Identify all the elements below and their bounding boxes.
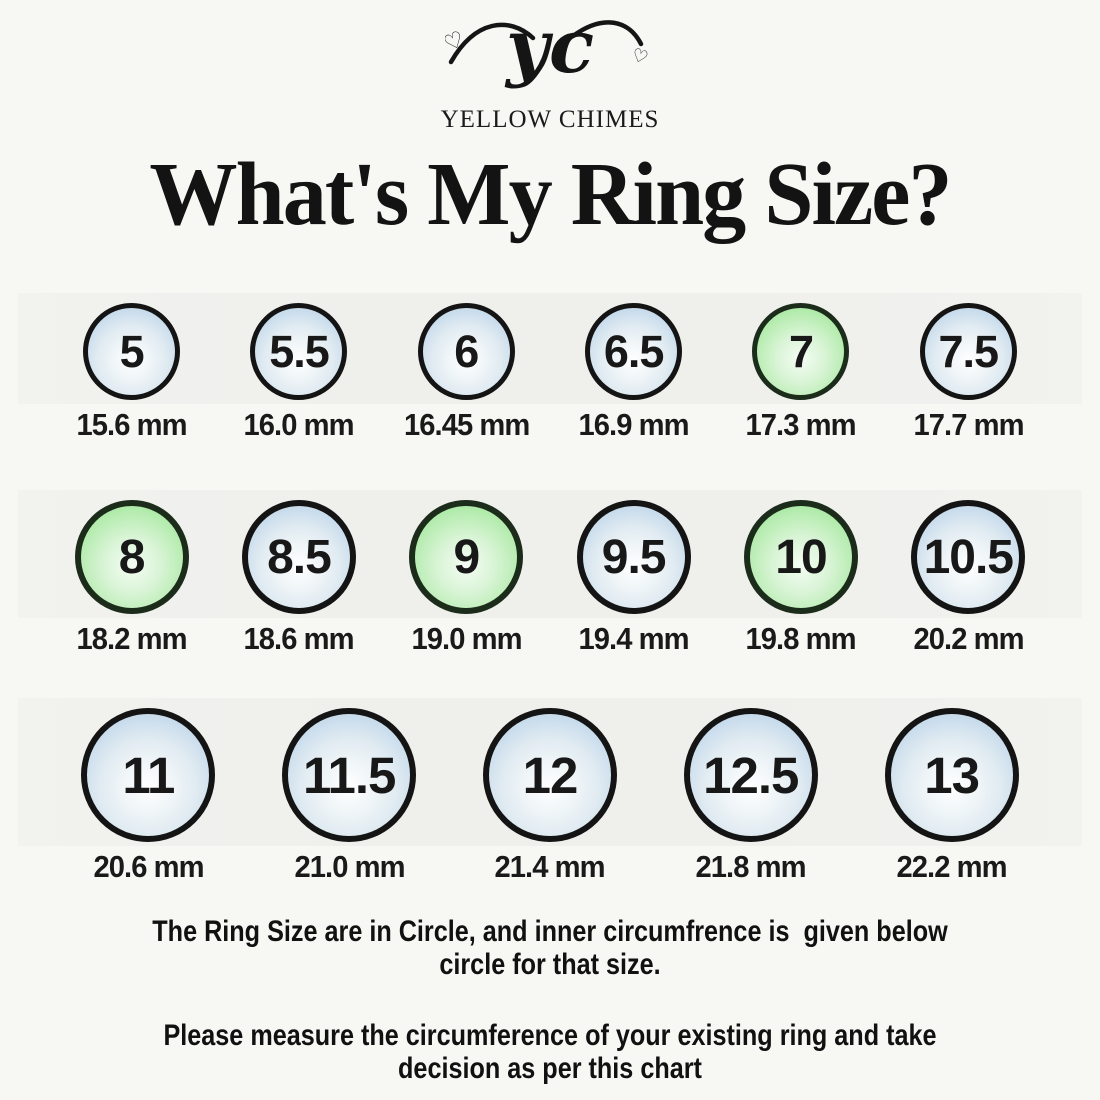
ring-size-number: 8.5 xyxy=(267,530,332,584)
ring-size-circle: 13 xyxy=(884,708,1019,842)
ring-size-cell: 9.5 19.4 mm xyxy=(550,500,717,654)
ring-size-cell: 10 19.8 mm xyxy=(717,500,884,654)
ring-size-cell: 9 19.0 mm xyxy=(383,500,550,654)
ring-diameter-label: 16.9 mm xyxy=(578,407,690,442)
ring-size-cell: 10.5 20.2 mm xyxy=(885,500,1052,654)
brand-logo: ♡ ♡ yc xyxy=(445,6,651,90)
note-line: circle for that size. xyxy=(439,948,661,981)
ring-size-number: 11.5 xyxy=(302,746,396,804)
ring-diameter-label: 19.4 mm xyxy=(578,621,690,656)
ring-size-number: 7.5 xyxy=(938,325,1000,377)
brand-header: ♡ ♡ yc YELLOW CHIMES xyxy=(0,6,1100,134)
ring-size-cell: 5.5 16.0 mm xyxy=(215,303,382,440)
ring-size-cell: 8.5 18.6 mm xyxy=(215,500,382,654)
footer-notes: The Ring Size are in Circle, and inner c… xyxy=(0,915,1100,1085)
ring-size-circle: 7.5 xyxy=(919,303,1017,400)
ring-size-circle: 12.5 xyxy=(683,708,818,842)
ring-size-cell: 5 15.6 mm xyxy=(48,303,215,440)
ring-size-number: 9.5 xyxy=(601,530,667,584)
ring-size-cell: 13 22.2 mm xyxy=(851,708,1052,882)
note-line: The Ring Size are in Circle, and inner c… xyxy=(152,915,948,948)
size-grid: 5 15.6 mm 5.5 16.0 mm 6 16.45 mm 6.5 16.9 mm 7 17… xyxy=(18,293,1082,882)
ring-size-number: 5.5 xyxy=(269,325,330,377)
ring-size-number: 12.5 xyxy=(703,746,799,804)
ring-diameter-label: 15.6 mm xyxy=(76,407,188,442)
heart-icon: ♡ xyxy=(445,27,468,58)
flourish-left xyxy=(448,22,536,65)
ring-size-circle: 6 xyxy=(417,303,515,400)
ring-size-cell: 8 18.2 mm xyxy=(48,500,215,654)
ring-size-number: 6.5 xyxy=(603,325,665,377)
ring-size-number: 7 xyxy=(788,325,814,377)
size-row-1: 5 15.6 mm 5.5 16.0 mm 6 16.45 mm 6.5 16.9 mm 7 17… xyxy=(18,293,1082,440)
flourish-right xyxy=(570,20,644,47)
ring-size-number: 13 xyxy=(924,746,980,804)
ring-size-circle: 10.5 xyxy=(911,500,1026,614)
ring-size-cell: 12.5 21.8 mm xyxy=(650,708,851,882)
ring-diameter-label: 18.6 mm xyxy=(243,621,355,656)
ring-size-number: 6 xyxy=(454,325,479,377)
ring-diameter-label: 21.0 mm xyxy=(294,849,405,884)
ring-size-number: 5 xyxy=(119,325,145,377)
ring-size-circle: 9.5 xyxy=(576,500,691,614)
size-row-3: 11 20.6 mm 11.5 21.0 mm 12 21.4 mm 12.5 21.8 mm… xyxy=(18,698,1082,882)
ring-size-circle: 7 xyxy=(752,303,850,400)
size-row-2: 8 18.2 mm 8.5 18.6 mm 9 19.0 mm 9.5 19.4 mm 10 19… xyxy=(18,490,1082,654)
ring-size-circle: 10 xyxy=(743,500,858,614)
ring-size-number: 12 xyxy=(522,746,579,804)
ring-size-number: 9 xyxy=(453,530,480,584)
ring-size-cell: 7.5 17.7 mm xyxy=(885,303,1052,440)
note-line: decision as per this chart xyxy=(398,1052,702,1085)
ring-diameter-label: 19.0 mm xyxy=(411,621,522,656)
note-measure-instruction: Please measure the circumference of your… xyxy=(88,1019,1012,1085)
ring-diameter-label: 22.2 mm xyxy=(896,849,1008,884)
ring-diameter-label: 20.6 mm xyxy=(93,849,204,884)
ring-size-circle: 11 xyxy=(81,708,216,842)
ring-size-circle: 8.5 xyxy=(241,500,356,614)
brand-name: YELLOW CHIMES xyxy=(440,106,660,133)
ring-size-cell: 7 17.3 mm xyxy=(717,303,884,440)
ring-diameter-label: 20.2 mm xyxy=(913,621,1024,656)
ring-diameter-label: 21.4 mm xyxy=(494,849,606,884)
ring-diameter-label: 16.0 mm xyxy=(243,407,355,442)
heart-icon: ♡ xyxy=(629,44,651,69)
ring-diameter-label: 16.45 mm xyxy=(403,407,530,442)
ring-size-circle: 11.5 xyxy=(282,708,417,842)
ring-size-cell: 6 16.45 mm xyxy=(383,303,550,440)
note-circumference-explanation: The Ring Size are in Circle, and inner c… xyxy=(88,915,1012,981)
ring-size-circle: 6.5 xyxy=(585,303,683,400)
ring-diameter-label: 21.8 mm xyxy=(695,849,807,884)
ring-size-number: 10.5 xyxy=(923,530,1014,584)
ring-size-number: 10 xyxy=(775,530,827,584)
ring-diameter-label: 17.3 mm xyxy=(745,407,857,442)
brand-monogram: yc xyxy=(504,6,594,90)
note-line: Please measure the circumference of your… xyxy=(163,1019,937,1052)
ring-diameter-label: 19.8 mm xyxy=(745,621,857,656)
ring-size-circle: 5 xyxy=(83,303,181,400)
ring-size-circle: 8 xyxy=(74,500,189,614)
page-title: What's My Ring Size? xyxy=(149,145,952,244)
ring-size-cell: 6.5 16.9 mm xyxy=(550,303,717,440)
ring-size-number: 11 xyxy=(122,746,175,804)
ring-size-circle: 12 xyxy=(482,708,617,842)
ring-size-cell: 12 21.4 mm xyxy=(450,708,651,882)
ring-size-circle: 5.5 xyxy=(250,303,348,400)
ring-size-cell: 11.5 21.0 mm xyxy=(249,708,450,882)
ring-size-number: 8 xyxy=(118,530,146,584)
ring-diameter-label: 18.2 mm xyxy=(76,621,188,656)
ring-size-circle: 9 xyxy=(409,500,524,614)
ring-size-cell: 11 20.6 mm xyxy=(48,708,249,882)
ring-diameter-label: 17.7 mm xyxy=(913,407,1024,442)
